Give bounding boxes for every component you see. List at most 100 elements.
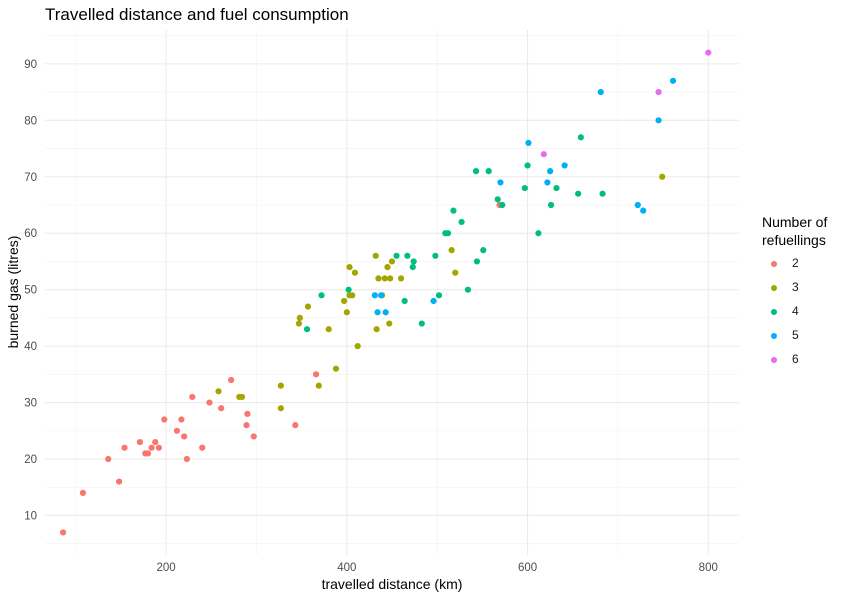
- x-tick-label: 800: [699, 562, 718, 574]
- legend-label: 6: [792, 352, 799, 366]
- data-point-series-3: [448, 247, 455, 254]
- legend-swatch: [771, 333, 777, 339]
- data-point-series-4: [535, 230, 542, 237]
- data-point-series-4: [458, 218, 465, 226]
- data-point-series-4: [577, 134, 584, 141]
- data-point-series-6: [705, 49, 712, 56]
- data-point-series-2: [228, 376, 235, 384]
- x-tick-label: 600: [518, 562, 537, 574]
- data-point-series-5: [378, 292, 385, 299]
- y-tick-label: 70: [24, 172, 37, 184]
- data-point-series-6: [655, 88, 662, 96]
- data-point-series-4: [521, 184, 528, 192]
- data-point-series-3: [296, 314, 303, 322]
- major-gridlines: [45, 30, 739, 555]
- data-point-series-3: [343, 309, 350, 316]
- data-point-series-5: [655, 117, 662, 124]
- data-point-series-4: [464, 286, 472, 293]
- legend-label: 4: [792, 304, 799, 318]
- data-point-series-3: [325, 326, 332, 333]
- data-point-series-4: [345, 286, 352, 293]
- legend: Number of refuellings 2 3 4 5 6: [762, 213, 850, 373]
- data-point-series-2: [312, 371, 320, 378]
- data-point-series-2: [115, 478, 123, 485]
- data-point-series-3: [238, 393, 246, 401]
- data-point-series-3: [354, 343, 361, 350]
- x-tick-label: 400: [337, 562, 356, 574]
- data-point-series-3: [373, 326, 380, 333]
- y-tick-labels: 10 20 30 40 50 60 70 80 90: [24, 59, 37, 523]
- data-point-series-3: [452, 269, 459, 276]
- data-point-series-3: [277, 382, 284, 389]
- data-point-series-4: [599, 190, 606, 197]
- data-point-series-4: [494, 196, 501, 203]
- data-point-series-2: [218, 405, 225, 412]
- data-point-series-2: [79, 489, 87, 497]
- data-point-series-5: [669, 77, 677, 84]
- data-point-series-5: [640, 207, 647, 214]
- y-tick-label: 20: [24, 454, 37, 466]
- legend-label: 5: [792, 328, 799, 342]
- data-point-series-4: [404, 252, 411, 259]
- data-point-series-2: [59, 529, 67, 536]
- data-point-series-5: [430, 297, 437, 305]
- data-point-series-2: [148, 444, 155, 451]
- y-tick-label: 10: [24, 510, 37, 522]
- data-point-series-4: [524, 162, 531, 169]
- legend-swatch: [771, 309, 777, 315]
- data-point-series-2: [250, 433, 257, 440]
- data-point-series-3: [215, 388, 222, 395]
- data-point-series-3: [384, 263, 391, 271]
- data-point-series-3: [387, 275, 394, 282]
- x-tick-labels: 200 400 600 800: [156, 562, 717, 574]
- legend-swatch: [771, 261, 777, 267]
- y-tick-label: 40: [24, 341, 37, 353]
- legend-title: Number of refuellings: [762, 214, 828, 248]
- data-point-series-2: [206, 399, 213, 406]
- data-point-series-3: [349, 292, 356, 299]
- data-point-series-5: [547, 168, 554, 175]
- data-point-series-4: [473, 258, 481, 265]
- data-point-series-3: [397, 275, 405, 282]
- data-point-series-4: [547, 201, 555, 209]
- data-point-series-2: [243, 422, 250, 429]
- data-point-series-2: [173, 427, 181, 434]
- data-point-series-2: [244, 410, 251, 417]
- data-point-series-5: [597, 88, 604, 96]
- data-point-series-4: [410, 258, 417, 265]
- data-point-series-2: [183, 455, 190, 463]
- data-point-series-3: [375, 275, 382, 282]
- data-point-series-3: [351, 269, 359, 276]
- data-point-series-4: [418, 320, 425, 327]
- legend-label: 2: [792, 256, 799, 270]
- data-point-series-2: [155, 444, 162, 451]
- data-point-series-5: [561, 162, 568, 169]
- legend-item-5: 5: [762, 325, 850, 349]
- data-point-series-3: [315, 382, 322, 389]
- legend-swatch: [771, 285, 777, 291]
- data-point-series-3: [659, 173, 666, 180]
- data-point-series-3: [295, 320, 303, 327]
- y-axis-title: burned gas (litres): [5, 236, 21, 349]
- data-point-series-4: [485, 168, 492, 175]
- data-point-series-5: [497, 179, 504, 186]
- legend-item-6: 6: [762, 349, 850, 373]
- legend-label: 3: [792, 280, 799, 294]
- data-point-series-2: [152, 438, 159, 446]
- data-point-series-4: [432, 252, 439, 259]
- data-point-series-4: [435, 292, 443, 299]
- data-point-series-5: [371, 292, 378, 299]
- data-point-series-3: [332, 365, 340, 372]
- data-point-series-3: [372, 252, 379, 259]
- data-point-series-4: [393, 252, 400, 259]
- data-point-series-4: [401, 297, 408, 305]
- x-tick-label: 200: [156, 562, 175, 574]
- data-point-series-5: [382, 309, 389, 316]
- y-tick-label: 90: [24, 59, 37, 71]
- data-point-series-4: [444, 230, 452, 237]
- data-point-series-6: [540, 151, 547, 158]
- minor-gridlines: [45, 30, 739, 555]
- data-point-series-3: [341, 297, 348, 305]
- data-point-series-2: [199, 444, 206, 451]
